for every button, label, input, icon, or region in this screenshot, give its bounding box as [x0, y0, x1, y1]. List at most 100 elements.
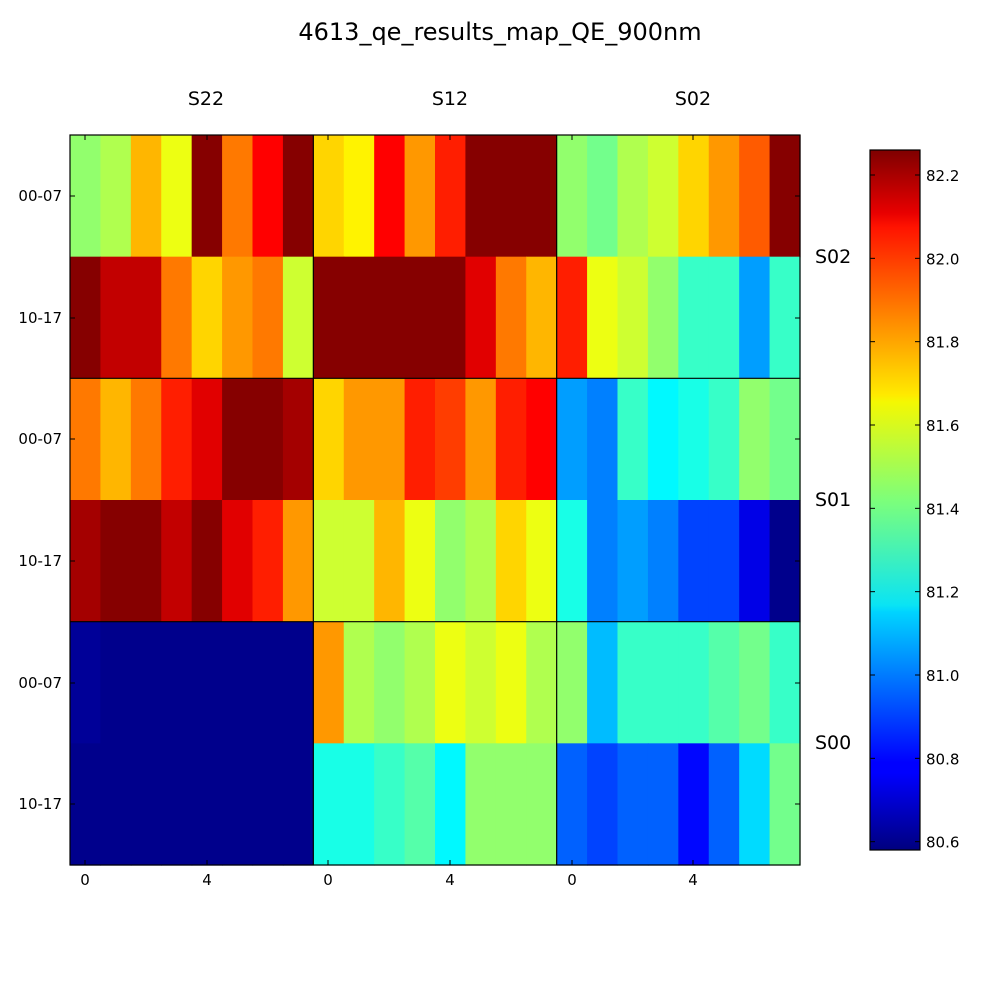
- heatmap-cell: [130, 256, 162, 379]
- heatmap-cell: [374, 500, 406, 623]
- tick-marks: [70, 135, 800, 865]
- x-tick-label: 0: [323, 871, 333, 889]
- heatmap-cell: [526, 135, 558, 258]
- x-tick-label: 4: [445, 871, 455, 889]
- heatmap-cell: [556, 743, 588, 866]
- heatmap-cell: [374, 621, 406, 744]
- heatmap-cell: [100, 256, 132, 379]
- heatmap-cell: [526, 743, 558, 866]
- heatmap-cell: [739, 743, 771, 866]
- row-group-label-s02: S02: [815, 246, 851, 268]
- heatmap-cell: [191, 743, 223, 866]
- heatmap-cell: [374, 743, 406, 866]
- heatmap-cell: [343, 135, 375, 258]
- heatmap-cell: [678, 500, 710, 623]
- heatmap-cell: [587, 378, 619, 501]
- heatmap-cell: [70, 621, 102, 744]
- heatmap-cell: [465, 500, 497, 623]
- heatmap-cell: [313, 500, 345, 623]
- heatmap-cell: [252, 621, 284, 744]
- heatmap-cell: [282, 135, 314, 258]
- heatmap-cell: [222, 135, 254, 258]
- heatmap-cell: [222, 743, 254, 866]
- heatmap-cell: [435, 135, 467, 258]
- heatmap-cell: [222, 621, 254, 744]
- heatmap-cell: [252, 500, 284, 623]
- heatmap-cell: [161, 378, 193, 501]
- heatmap-cell: [617, 500, 649, 623]
- colorbar-tick-label: 81.6: [926, 417, 959, 435]
- colorbar-tick-label: 82.0: [926, 250, 959, 268]
- heatmap-cell: [435, 621, 467, 744]
- heatmap-cell: [70, 135, 102, 258]
- heatmap-cell: [130, 621, 162, 744]
- heatmap-cell: [526, 378, 558, 501]
- heatmap-cell: [161, 500, 193, 623]
- heatmap-cell: [495, 135, 527, 258]
- heatmap-cell: [708, 378, 740, 501]
- heatmap-cell: [739, 256, 771, 379]
- heatmap-cell: [282, 500, 314, 623]
- heatmap-cell: [161, 621, 193, 744]
- heatmap-cell: [495, 743, 527, 866]
- heatmap-cell: [252, 135, 284, 258]
- y-tick-label: 00-07: [18, 187, 62, 205]
- heatmap-cells: [70, 135, 801, 866]
- heatmap-cell: [526, 256, 558, 379]
- heatmap-cell: [556, 500, 588, 623]
- heatmap-cell: [100, 743, 132, 866]
- heatmap-cell: [465, 256, 497, 379]
- heatmap-cell: [526, 621, 558, 744]
- colorbar-tick-label: 80.6: [926, 834, 959, 852]
- y-tick-label: 10-17: [18, 795, 62, 813]
- heatmap-cell: [678, 743, 710, 866]
- heatmap-cell: [313, 621, 345, 744]
- heatmap-cell: [404, 378, 436, 501]
- heatmap-cell: [617, 135, 649, 258]
- heatmap-cell: [465, 378, 497, 501]
- heatmap-cell: [313, 256, 345, 379]
- heatmap-cell: [313, 135, 345, 258]
- heatmap-cell: [465, 743, 497, 866]
- heatmap-cell: [708, 500, 740, 623]
- colorbar-tick-label: 82.2: [926, 167, 959, 185]
- column-label-2: S12: [432, 88, 468, 110]
- heatmap-cell: [708, 135, 740, 258]
- heatmap-cell: [282, 621, 314, 744]
- heatmap-cell: [130, 743, 162, 866]
- colorbar-tick-label: 81.4: [926, 500, 959, 518]
- heatmap-cell: [647, 743, 679, 866]
- heatmap-cell: [70, 378, 102, 501]
- heatmap-cell: [647, 621, 679, 744]
- heatmap-cell: [374, 256, 406, 379]
- heatmap-cell: [100, 500, 132, 623]
- heatmap-cell: [495, 500, 527, 623]
- heatmap-cell: [70, 256, 102, 379]
- heatmap-cell: [465, 621, 497, 744]
- heatmap-cell: [435, 500, 467, 623]
- column-label-3: S02: [675, 88, 711, 110]
- heatmap-cell: [708, 743, 740, 866]
- heatmap-cell: [647, 378, 679, 501]
- heatmap-cell: [404, 743, 436, 866]
- x-tick-label: 4: [202, 871, 212, 889]
- heatmap-cell: [282, 378, 314, 501]
- heatmap-cell: [100, 135, 132, 258]
- heatmap-cell: [435, 743, 467, 866]
- heatmap-cell: [161, 743, 193, 866]
- colorbar-tick-label: 81.2: [926, 584, 959, 602]
- heatmap-cell: [587, 135, 619, 258]
- heatmap-cell: [374, 135, 406, 258]
- heatmap-cell: [343, 256, 375, 379]
- x-tick-label: 0: [567, 871, 577, 889]
- heatmap-cell: [222, 256, 254, 379]
- row-group-label-s00: S00: [815, 732, 851, 754]
- heatmap-cell: [343, 621, 375, 744]
- heatmap-cell: [191, 135, 223, 258]
- x-ticks: 0 4 0 4 0 4: [80, 871, 698, 889]
- heatmap-cell: [252, 743, 284, 866]
- heatmap-cell: [100, 621, 132, 744]
- heatmap-cell: [587, 256, 619, 379]
- colorbar-tick-label: 81.0: [926, 667, 959, 685]
- heatmap-cell: [70, 743, 102, 866]
